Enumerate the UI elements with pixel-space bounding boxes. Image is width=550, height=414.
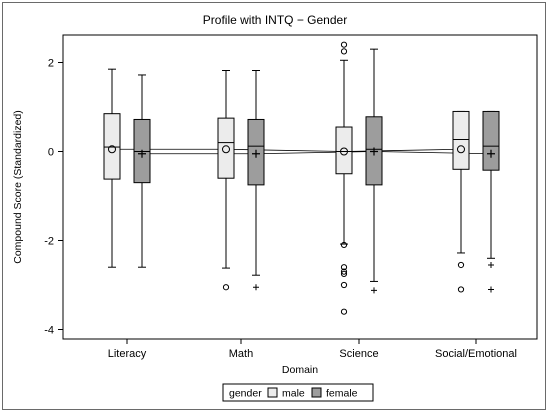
legend-swatch-male <box>267 387 278 398</box>
legend-title: gender <box>229 388 262 400</box>
boxplot-chart: Profile with INTQ − Gender 2 0 -2 -4 Litera… <box>12 13 538 402</box>
mean-marker <box>222 145 230 154</box>
x-tick-label: Science <box>339 348 378 360</box>
box-female-Math <box>247 70 265 291</box>
box-body <box>452 110 470 170</box>
mean-line-male <box>112 148 462 152</box>
legend-swatch-female <box>311 387 322 398</box>
x-tick-label: Literacy <box>108 348 147 360</box>
mean-line-female <box>142 151 492 155</box>
box-male-Math <box>217 70 235 291</box>
outlier-point <box>340 41 348 48</box>
mean-marker <box>252 149 260 158</box>
box-female-Science <box>365 48 383 294</box>
box-male-Social/Emotional <box>452 110 470 293</box>
mean-marker <box>340 147 348 156</box>
legend: gender male female <box>222 383 374 402</box>
legend-label-male: male <box>282 388 305 400</box>
outlier-point <box>340 270 348 277</box>
outlier-point <box>340 264 348 271</box>
box-body <box>482 110 500 171</box>
outlier-point <box>340 281 348 289</box>
chart-title: Profile with INTQ − Gender <box>203 13 347 27</box>
box-body <box>217 117 235 179</box>
outlier-point <box>488 261 494 268</box>
outlier-point <box>457 261 465 269</box>
outlier-point <box>457 286 465 293</box>
outlier-point <box>222 284 230 291</box>
mean-marker <box>108 145 116 154</box>
outlier-point <box>340 241 348 249</box>
x-tick-label: Math <box>229 348 253 360</box>
outlier-point <box>340 268 348 275</box>
mean-marker <box>138 149 146 158</box>
y-tick-label: -4 <box>44 325 54 337</box>
x-axis-label: Domain <box>282 364 318 376</box>
mean-marker <box>370 147 378 156</box>
y-axis: 2 0 -2 -4 <box>44 58 63 337</box>
outlier-point <box>340 308 348 315</box>
legend-box <box>222 383 374 402</box>
box-body <box>103 113 121 180</box>
y-tick-label: 0 <box>48 147 54 159</box>
outlier-point <box>371 287 377 294</box>
box-group <box>103 41 500 315</box>
mean-profile-lines <box>112 148 492 155</box>
outlier-point <box>488 286 494 293</box>
mean-marker <box>487 149 495 158</box>
box-female-Social/Emotional <box>482 110 500 293</box>
mean-marker <box>457 145 465 154</box>
box-male-Science <box>335 41 353 315</box>
legend-label-female: female <box>326 388 358 400</box>
x-tick-label: Social/Emotional <box>435 348 517 360</box>
y-axis-label: Compound Score (Standardized) <box>12 110 24 264</box>
y-tick-label: 2 <box>48 58 54 70</box>
y-tick-label: -2 <box>44 236 54 248</box>
box-male-Literacy <box>103 68 121 268</box>
x-axis: Literacy Math Science Social/Emotional <box>108 339 517 360</box>
outlier-point <box>253 284 259 291</box>
box-body <box>335 126 353 175</box>
plot-area <box>62 34 538 340</box>
chart-frame: Profile with INTQ − Gender 2 0 -2 -4 Litera… <box>2 2 546 410</box>
outlier-point <box>340 48 348 55</box>
box-female-Literacy <box>133 74 151 268</box>
